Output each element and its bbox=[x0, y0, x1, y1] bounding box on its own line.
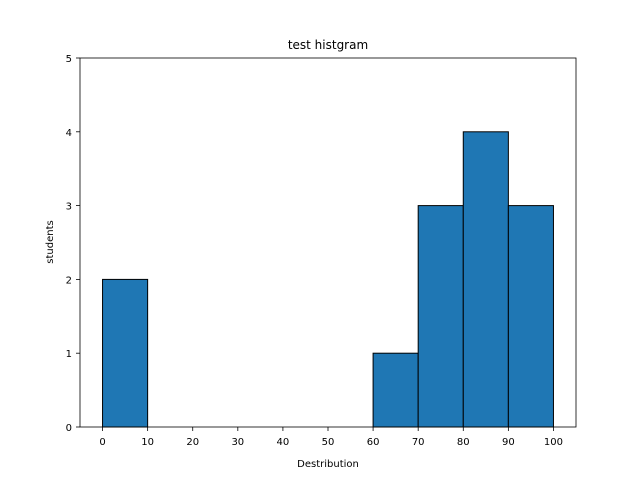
histogram-bar-70-80 bbox=[417, 205, 464, 428]
y-axis-label: students bbox=[45, 220, 56, 263]
x-tick-label: 50 bbox=[322, 437, 335, 448]
y-tick-label: 3 bbox=[66, 202, 72, 213]
histogram-bar-80-90 bbox=[462, 131, 509, 428]
x-axis-ticks: 0 10 20 30 40 50 60 70 80 90 100 bbox=[99, 427, 563, 448]
x-tick-label: 20 bbox=[186, 437, 199, 448]
y-tick-label: 1 bbox=[66, 349, 72, 360]
x-tick-label: 80 bbox=[457, 437, 470, 448]
x-tick-label: 30 bbox=[231, 437, 244, 448]
histogram-bar-90-100 bbox=[507, 205, 554, 428]
x-tick-label: 0 bbox=[99, 437, 105, 448]
x-axis-label: Destribution bbox=[297, 459, 359, 470]
bars-group bbox=[102, 131, 554, 428]
y-tick-label: 5 bbox=[66, 54, 72, 65]
histogram-bar-0-10 bbox=[102, 278, 149, 428]
x-tick-label: 60 bbox=[367, 437, 380, 448]
y-tick-label: 0 bbox=[66, 423, 72, 434]
histogram-bar-60-70 bbox=[372, 352, 419, 428]
x-tick-label: 100 bbox=[544, 437, 563, 448]
y-axis-ticks: 0 1 2 3 4 5 bbox=[66, 54, 80, 434]
x-tick-label: 10 bbox=[141, 437, 154, 448]
x-tick-label: 70 bbox=[412, 437, 425, 448]
y-tick-label: 2 bbox=[66, 275, 72, 286]
y-tick-label: 4 bbox=[66, 128, 72, 139]
x-tick-label: 40 bbox=[277, 437, 290, 448]
x-tick-label: 90 bbox=[502, 437, 515, 448]
chart-title: test histgram bbox=[288, 38, 368, 52]
